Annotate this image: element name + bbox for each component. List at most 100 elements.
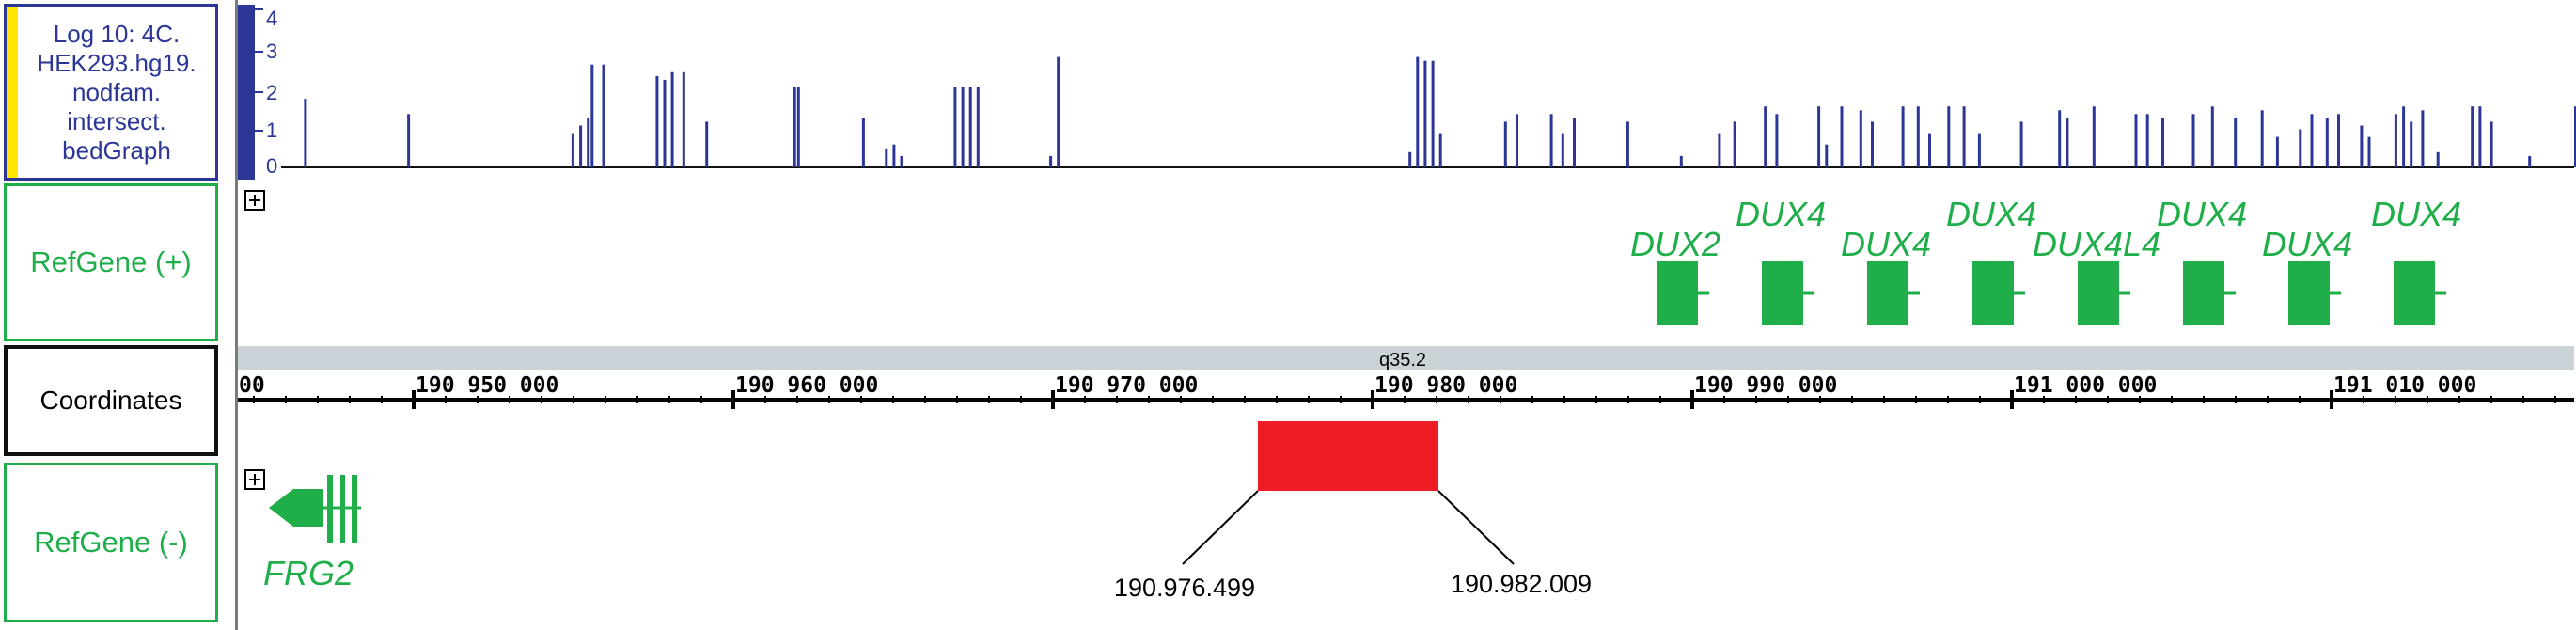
coverage-bar: [2134, 114, 2138, 167]
coverage-bar: [885, 148, 888, 167]
gene-exon: [352, 475, 357, 543]
coverage-bar: [2210, 106, 2214, 167]
coordinates-track: q35.2 00 190 950 000 190 960 000 190 970…: [238, 346, 2574, 409]
bedgraph-track-label[interactable]: Log 10: 4C. HEK293.hg19. nodfam. interse…: [4, 4, 218, 181]
coverage-bar: [663, 79, 667, 167]
ruler-tick-label: 191 000 000: [2014, 373, 2157, 398]
gene-dux4[interactable]: [2288, 261, 2341, 325]
coverage-bar: [1049, 155, 1053, 167]
gene-dux4[interactable]: [1867, 261, 1920, 325]
expand-button[interactable]: [244, 469, 265, 490]
coverage-bar: [1928, 133, 1931, 167]
coverage-bar: [2471, 106, 2474, 167]
coverage-bar: [1549, 114, 1553, 167]
coverage-bar: [1916, 106, 1920, 167]
coverage-bar: [2161, 118, 2164, 167]
coverage-bar: [1977, 133, 1981, 167]
coverage-bar: [1431, 60, 1435, 167]
coverage-bar: [796, 87, 800, 167]
refgene-plus-track-label[interactable]: RefGene (+): [4, 183, 218, 341]
region-start-leader: [1182, 490, 1259, 565]
coverage-bar: [2234, 118, 2238, 167]
gene-label[interactable]: DUX2: [1630, 225, 1720, 263]
coverage-bar: [2402, 106, 2406, 167]
refgene-minus-track-label[interactable]: RefGene (-): [4, 463, 218, 622]
gene-label[interactable]: DUX4L4: [2033, 225, 2160, 263]
coverage-bar: [1573, 118, 1576, 167]
gene-label[interactable]: FRG2: [263, 554, 353, 592]
coverage-bar: [2574, 106, 2576, 167]
track-divider: [235, 0, 238, 630]
coverage-bars: [304, 56, 2576, 167]
gene-label[interactable]: DUX4: [2262, 225, 2352, 263]
coverage-bar: [655, 75, 659, 167]
coverage-bar: [2421, 110, 2425, 167]
gene-arrow-exon: [269, 489, 323, 527]
ruler-tick-label: 00: [239, 373, 265, 398]
gene-label[interactable]: DUX4: [2371, 195, 2461, 233]
gene-frg2[interactable]: [269, 475, 361, 543]
coverage-bar: [968, 87, 972, 167]
region-start-label: 190.976.499: [1114, 574, 1255, 602]
coverage-bar: [579, 125, 583, 167]
gene-dux4[interactable]: [2394, 261, 2446, 325]
coverage-bar: [1561, 133, 1564, 167]
coverage-bar: [2367, 136, 2371, 167]
coverage-bar: [900, 155, 903, 167]
coverage-bar: [705, 121, 709, 167]
coverage-bar: [1817, 106, 1821, 167]
chromosome-band: [238, 346, 2574, 370]
coverage-bar: [1947, 106, 1951, 167]
coverage-bar: [2528, 155, 2532, 167]
coverage-bar: [602, 64, 605, 167]
gene-label[interactable]: DUX4: [2157, 195, 2247, 233]
gene-exon: [327, 475, 333, 543]
coverage-bar: [1438, 133, 1442, 167]
coverage-bar: [1962, 106, 1966, 167]
coverage-bar: [961, 87, 965, 167]
y-axis-bar: [238, 5, 255, 180]
coverage-bar: [2490, 121, 2493, 167]
y-tick-label: 0: [266, 154, 277, 178]
gene-dux4[interactable]: [1762, 261, 1814, 325]
coverage-bar: [1503, 121, 1507, 167]
coverage-bar: [2299, 129, 2302, 167]
gene-exon: [1867, 261, 1908, 325]
coordinates-track-label[interactable]: Coordinates: [4, 345, 218, 456]
bedgraph-track-title: Log 10: 4C. HEK293.hg19. nodfam. interse…: [37, 19, 196, 165]
gene-dux4[interactable]: [1972, 261, 2025, 325]
gene-exon: [2288, 261, 2330, 325]
gene-label[interactable]: DUX4: [1841, 225, 1931, 263]
gene-dux2[interactable]: [1657, 261, 1709, 325]
gene-label[interactable]: DUX4: [1736, 195, 1826, 233]
coverage-bar: [2337, 114, 2340, 167]
highlighted-region[interactable]: [1258, 421, 1438, 491]
bedgraph-track: 4 3 2 1 0: [238, 5, 2576, 180]
gene-exon: [2078, 261, 2119, 325]
gene-dux4l4[interactable]: [2078, 261, 2130, 325]
coverage-bar: [2360, 125, 2364, 167]
coverage-bar: [682, 71, 685, 167]
coverage-bar: [590, 64, 594, 167]
coverage-bar: [1840, 106, 1844, 167]
ruler-tick-label: 190 990 000: [1694, 373, 1837, 398]
coverage-bar: [1718, 133, 1721, 167]
gene-label[interactable]: DUX4: [1946, 195, 2036, 233]
track-color-stripe: [7, 7, 18, 178]
refgene-minus-track: FRG2 190.976.499 190.982.009: [244, 421, 1592, 602]
gene-exon: [1657, 261, 1698, 325]
coverage-bar: [2058, 110, 2062, 167]
gene-exon: [1972, 261, 2014, 325]
ruler-tick-label: 190 980 000: [1374, 373, 1517, 398]
coverage-bar: [2394, 114, 2397, 167]
coverage-bar: [2325, 118, 2329, 167]
coverage-bar: [670, 71, 674, 167]
expand-button[interactable]: [244, 190, 265, 211]
coverage-bar: [1825, 144, 1829, 167]
coverage-bar: [1626, 121, 1629, 167]
gene-dux4[interactable]: [2183, 261, 2236, 325]
coverage-bar: [1901, 106, 1905, 167]
coverage-bar: [1859, 110, 1862, 167]
coverage-bar: [571, 133, 574, 167]
